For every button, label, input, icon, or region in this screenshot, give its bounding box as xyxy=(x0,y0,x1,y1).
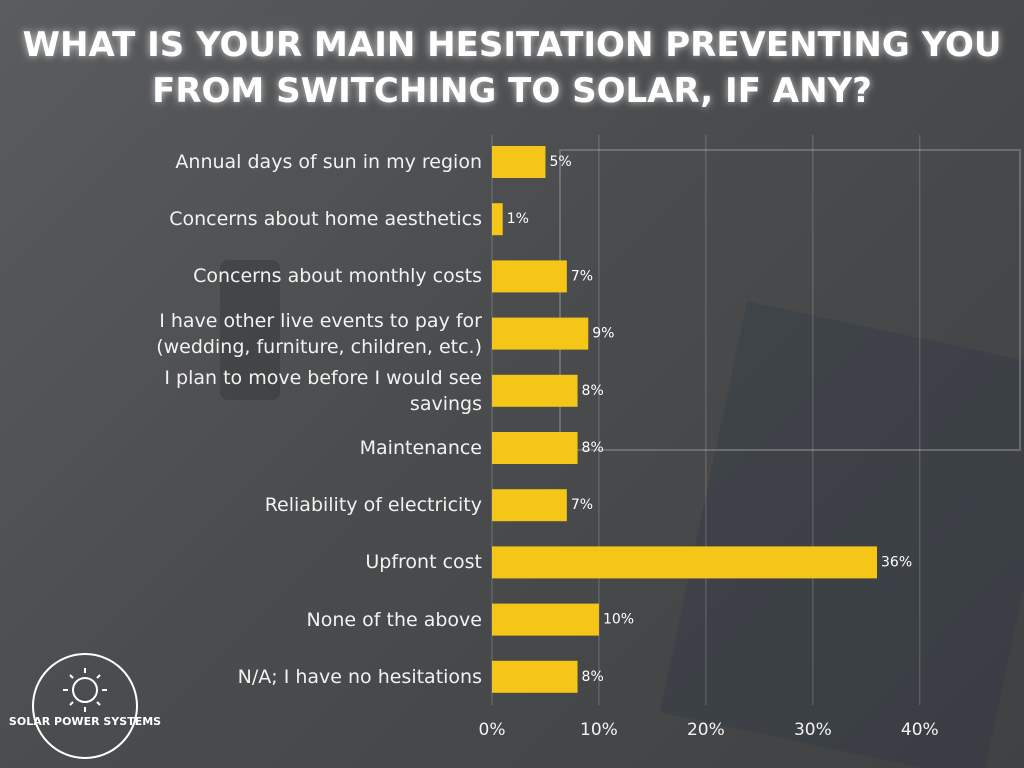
logo-text: SOLAR POWER SYSTEMS xyxy=(9,715,161,728)
value-label: 7% xyxy=(571,268,593,284)
background-decor xyxy=(220,149,1024,768)
bar xyxy=(492,660,578,693)
bar xyxy=(492,203,503,236)
value-label: 5% xyxy=(549,154,571,170)
value-label: 36% xyxy=(881,554,912,570)
value-label: 8% xyxy=(582,669,604,685)
value-label: 8% xyxy=(582,383,604,399)
x-tick-label: 10% xyxy=(580,720,618,740)
category-label: None of the above xyxy=(306,608,482,631)
bar xyxy=(492,317,589,350)
category-label: N/A; I have no hesitations xyxy=(237,665,482,688)
category-label: Concerns about monthly costs xyxy=(193,265,482,288)
value-label: 9% xyxy=(592,326,614,342)
bar xyxy=(492,374,578,407)
bar xyxy=(492,489,567,522)
category-label: Upfront cost xyxy=(365,551,482,574)
bar xyxy=(492,603,599,636)
value-label: 8% xyxy=(582,440,604,456)
bar xyxy=(492,146,546,178)
category-label: Concerns about home aesthetics xyxy=(169,208,482,231)
bar xyxy=(492,260,567,293)
value-label: 7% xyxy=(571,497,593,513)
x-tick-label: 20% xyxy=(687,720,725,740)
x-tick-label: 40% xyxy=(901,720,939,740)
x-tick-label: 30% xyxy=(794,720,832,740)
value-label: 1% xyxy=(507,211,529,227)
category-label: I plan to move before I would see saving… xyxy=(164,366,482,415)
x-tick-label: 0% xyxy=(479,720,506,740)
bar xyxy=(492,432,578,464)
logo xyxy=(32,653,138,759)
category-label: Maintenance xyxy=(359,437,482,459)
category-label: I have other live events to pay for (wed… xyxy=(156,309,482,358)
category-label: Reliability of electricity xyxy=(264,494,482,517)
value-label: 10% xyxy=(603,612,634,628)
bar xyxy=(492,546,878,579)
category-label: Annual days of sun in my region xyxy=(175,151,482,173)
chart-title: WHAT IS YOUR MAIN HESITATION PREVENTING … xyxy=(22,25,1002,111)
